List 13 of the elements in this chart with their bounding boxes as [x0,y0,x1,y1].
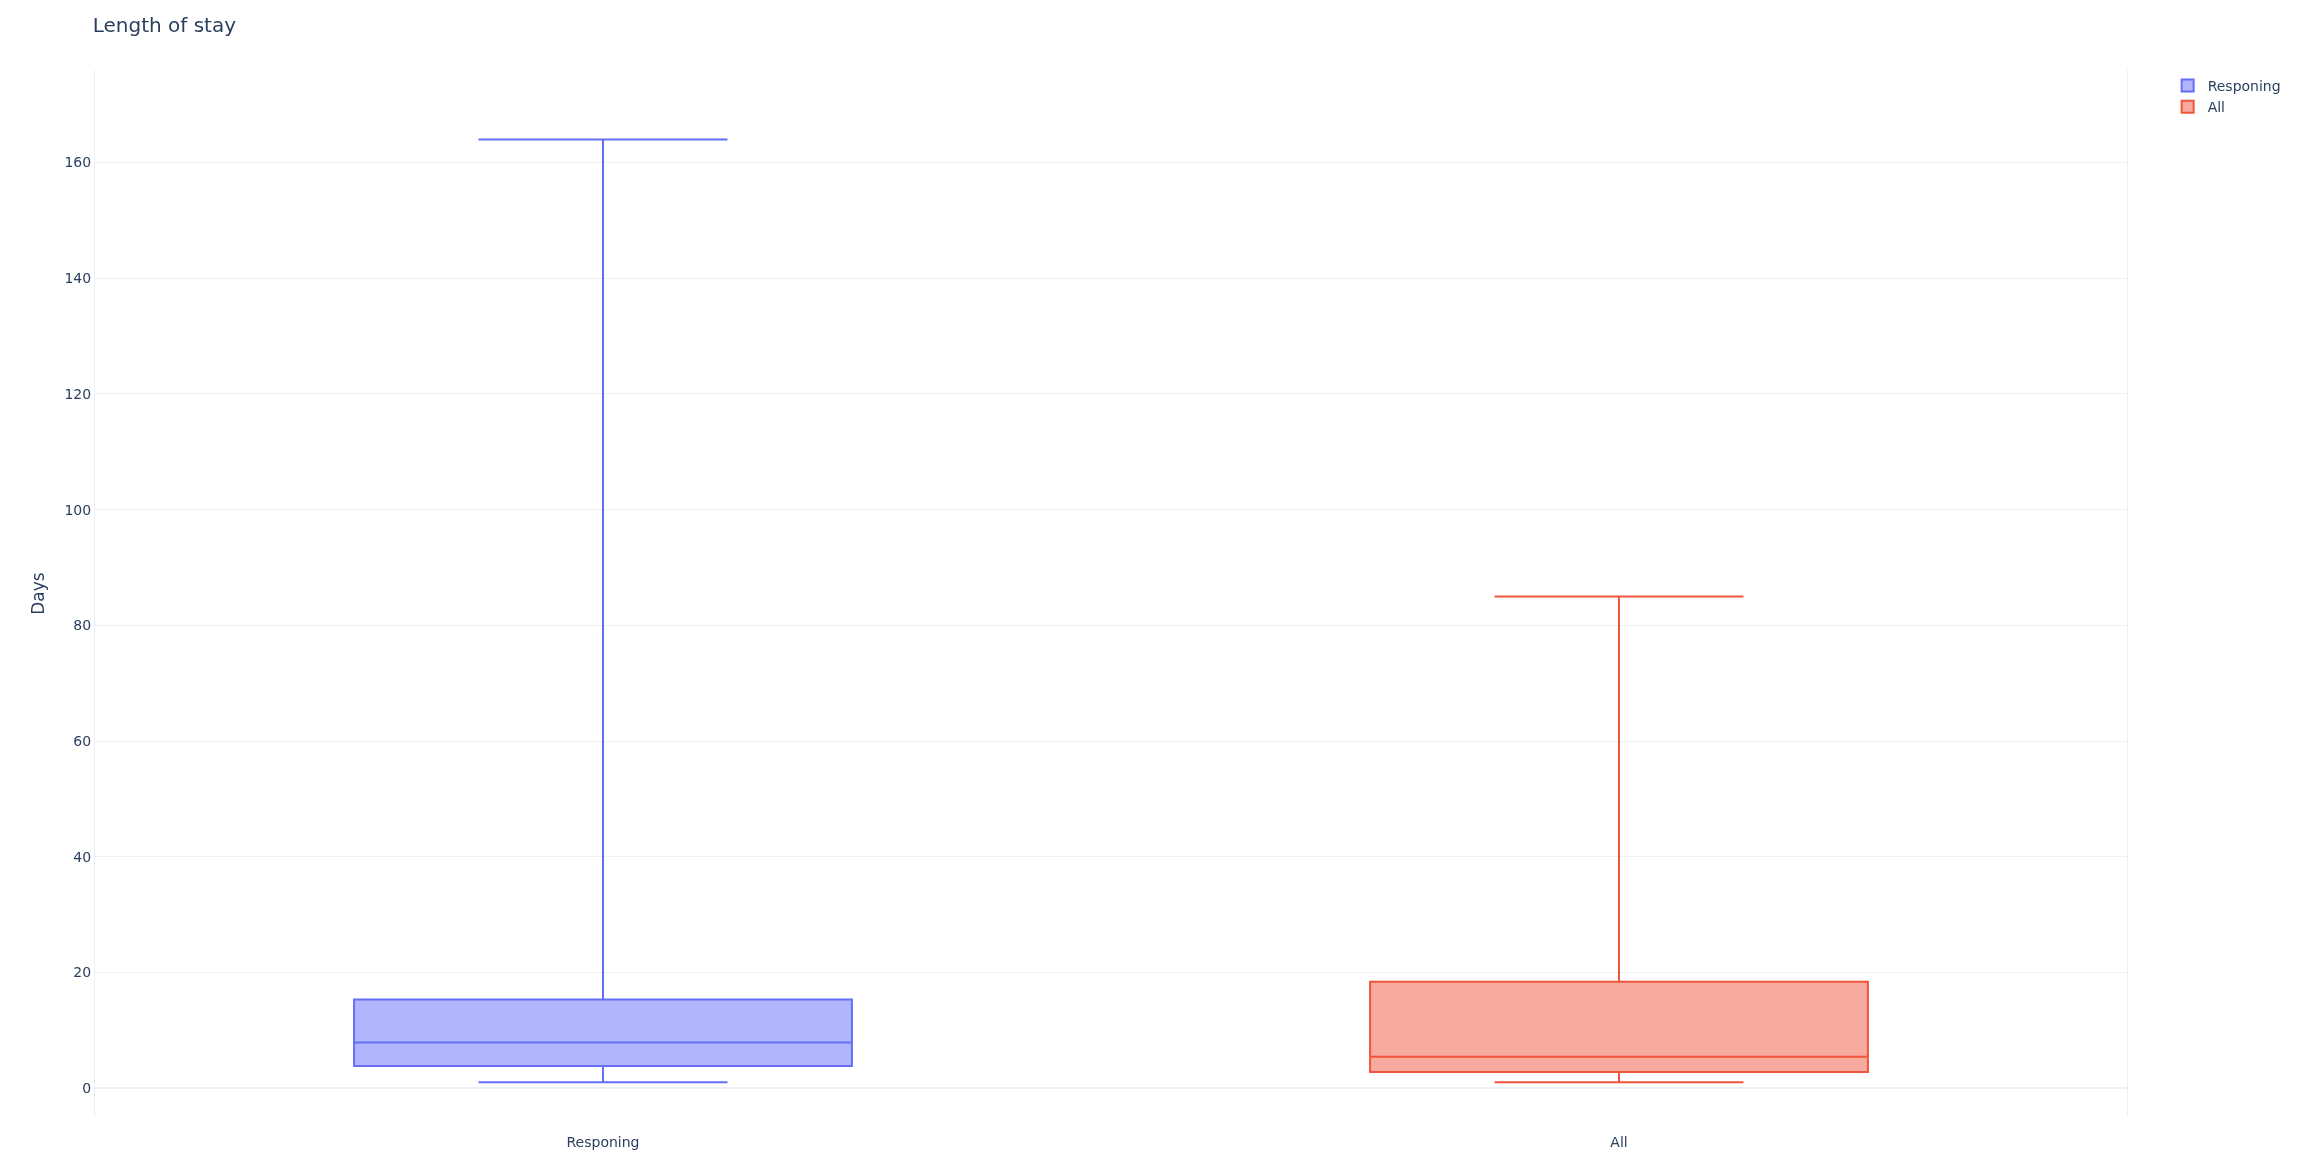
y-tick-label: 40 [73,848,92,865]
y-tick-label: 100 [64,501,92,518]
y-tick-label: 120 [64,385,92,402]
y-tick-label: 20 [73,964,92,981]
y-tick-label: 160 [64,154,92,171]
y-tick-label: 80 [73,617,92,634]
y-axis-title: Days [28,572,49,615]
y-tick-label: 0 [82,1079,92,1096]
y-tick-label: 140 [64,270,92,287]
legend-label: All [2207,99,2225,116]
legend-label: Responing [2207,78,2281,95]
chart-title: Length of stay [92,12,237,37]
y-tick-label: 60 [73,732,92,749]
